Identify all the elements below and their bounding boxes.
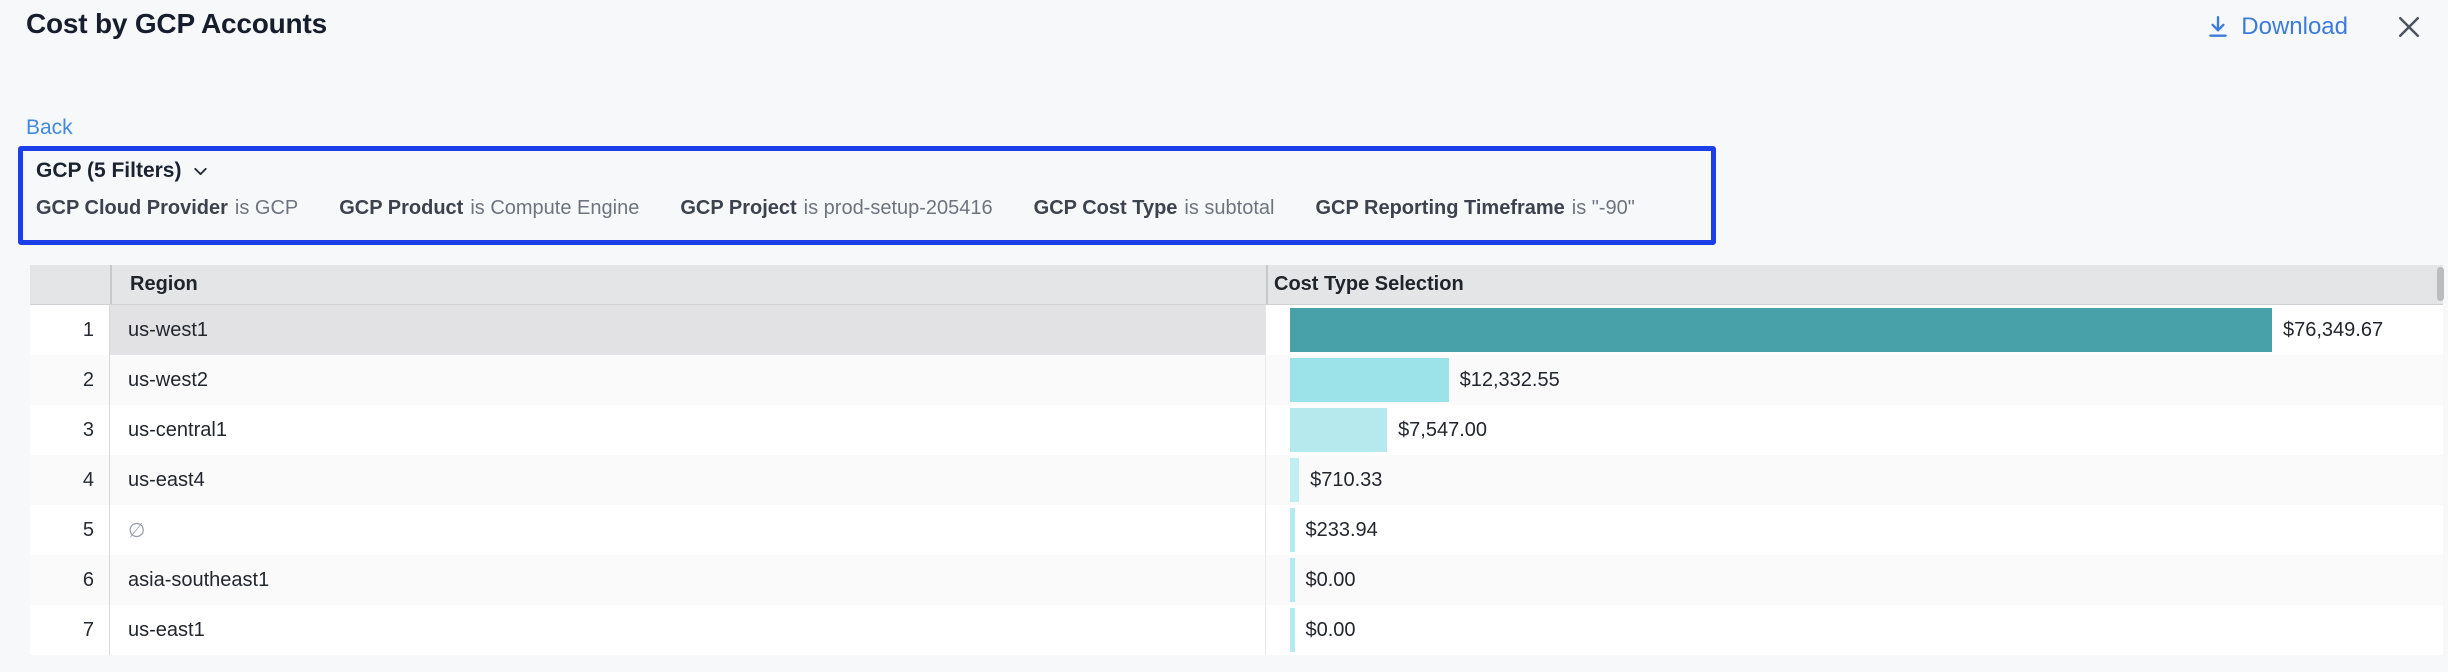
table-row: 2 us-west2 $12,332.55 bbox=[30, 355, 2443, 405]
cost-value-label: $710.33 bbox=[1310, 468, 1383, 491]
cost-bar[interactable] bbox=[1290, 458, 1300, 502]
cost-bar-cell[interactable]: $0.00 bbox=[1266, 605, 2443, 655]
cost-bar[interactable] bbox=[1290, 558, 1295, 602]
filter-item: GCP Product is Compute Engine bbox=[339, 197, 639, 220]
top-actions: Download bbox=[2205, 12, 2424, 42]
cost-bar[interactable] bbox=[1290, 308, 2272, 352]
cost-column-header[interactable]: Cost Type Selection bbox=[1266, 265, 2443, 304]
filter-item: GCP Project is prod-setup-205416 bbox=[680, 197, 992, 220]
region-cell[interactable]: us-west2 bbox=[110, 355, 1266, 405]
region-cell[interactable]: ∅ bbox=[110, 505, 1266, 555]
download-button[interactable]: Download bbox=[2205, 13, 2348, 41]
cost-bar-cell[interactable]: $0.00 bbox=[1266, 555, 2443, 605]
filter-name: GCP Cloud Provider bbox=[36, 197, 228, 219]
filter-summary-dropdown[interactable]: GCP (5 Filters) bbox=[36, 159, 211, 183]
filter-item: GCP Cost Type is subtotal bbox=[1034, 197, 1275, 220]
page-title: Cost by GCP Accounts bbox=[26, 8, 327, 39]
chevron-down-icon bbox=[190, 161, 211, 182]
cost-bar[interactable] bbox=[1290, 508, 1295, 552]
filter-item: GCP Reporting Timeframe is "-90" bbox=[1315, 197, 1634, 220]
row-index: 3 bbox=[30, 405, 110, 455]
table-row: 1 us-west1 $76,349.67 bbox=[30, 305, 2443, 355]
filter-panel-highlight: GCP (5 Filters) GCP Cloud Provider is GCP… bbox=[18, 146, 1716, 245]
table-row: 3 us-central1 $7,547.00 bbox=[30, 405, 2443, 455]
filter-name: GCP Project bbox=[680, 197, 797, 219]
filter-condition: is "-90" bbox=[1571, 197, 1635, 219]
cost-value-label: $7,547.00 bbox=[1398, 418, 1488, 441]
row-index: 1 bbox=[30, 305, 110, 355]
cost-bar-cell[interactable]: $233.94 bbox=[1266, 505, 2443, 555]
results-table: Region Cost Type Selection 1 us-west1 $7… bbox=[30, 265, 2443, 655]
filter-item: GCP Cloud Provider is GCP bbox=[36, 197, 298, 220]
table-row: 7 us-east1 $0.00 bbox=[30, 605, 2443, 655]
table-scrollbar-thumb[interactable] bbox=[2437, 267, 2444, 301]
cost-bar[interactable] bbox=[1290, 608, 1295, 652]
cost-value-label: $0.00 bbox=[1305, 568, 1356, 591]
cost-bar[interactable] bbox=[1290, 408, 1388, 452]
cost-value-label: $12,332.55 bbox=[1459, 368, 1560, 391]
region-column-header[interactable]: Region bbox=[110, 265, 1266, 304]
download-label: Download bbox=[2241, 13, 2348, 40]
close-button[interactable] bbox=[2394, 12, 2424, 42]
cost-value-label: $233.94 bbox=[1305, 518, 1378, 541]
region-cell[interactable]: asia-southeast1 bbox=[110, 555, 1266, 605]
cost-bar[interactable] bbox=[1290, 358, 1449, 402]
filter-list: GCP Cloud Provider is GCP GCP Product is C… bbox=[36, 197, 1711, 220]
close-icon bbox=[2394, 12, 2424, 42]
filter-summary-label: GCP (5 Filters) bbox=[36, 159, 182, 182]
table-row: 4 us-east4 $710.33 bbox=[30, 455, 2443, 505]
filter-condition: is Compute Engine bbox=[470, 197, 640, 219]
region-cell[interactable]: us-central1 bbox=[110, 405, 1266, 455]
table-row: 5 ∅ $233.94 bbox=[30, 505, 2443, 555]
filter-condition: is prod-setup-205416 bbox=[803, 197, 993, 219]
table-row: 6 asia-southeast1 $0.00 bbox=[30, 555, 2443, 605]
region-cell[interactable]: us-east4 bbox=[110, 455, 1266, 505]
row-index: 5 bbox=[30, 505, 110, 555]
filter-name: GCP Cost Type bbox=[1033, 197, 1178, 219]
back-link[interactable]: Back bbox=[26, 116, 73, 139]
row-index: 2 bbox=[30, 355, 110, 405]
table-body: 1 us-west1 $76,349.67 2 us-west2 $12,332… bbox=[30, 305, 2443, 655]
filter-name: GCP Reporting Timeframe bbox=[1315, 197, 1565, 219]
filter-condition: is GCP bbox=[234, 197, 299, 219]
cost-value-label: $76,349.67 bbox=[2283, 318, 2384, 341]
row-index-column-header bbox=[30, 265, 110, 304]
row-index: 7 bbox=[30, 605, 110, 655]
region-cell[interactable]: us-west1 bbox=[110, 305, 1266, 355]
cost-value-label: $0.00 bbox=[1305, 618, 1356, 641]
filter-condition: is subtotal bbox=[1184, 197, 1275, 219]
filter-name: GCP Product bbox=[339, 197, 464, 219]
row-index: 6 bbox=[30, 555, 110, 605]
cost-bar-cell[interactable]: $710.33 bbox=[1266, 455, 2443, 505]
cost-bar-cell[interactable]: $12,332.55 bbox=[1266, 355, 2443, 405]
region-cell[interactable]: us-east1 bbox=[110, 605, 1266, 655]
download-icon bbox=[2205, 14, 2231, 40]
row-index: 4 bbox=[30, 455, 110, 505]
table-header: Region Cost Type Selection bbox=[30, 265, 2443, 305]
cost-bar-cell[interactable]: $76,349.67 bbox=[1266, 305, 2443, 355]
cost-bar-cell[interactable]: $7,547.00 bbox=[1266, 405, 2443, 455]
